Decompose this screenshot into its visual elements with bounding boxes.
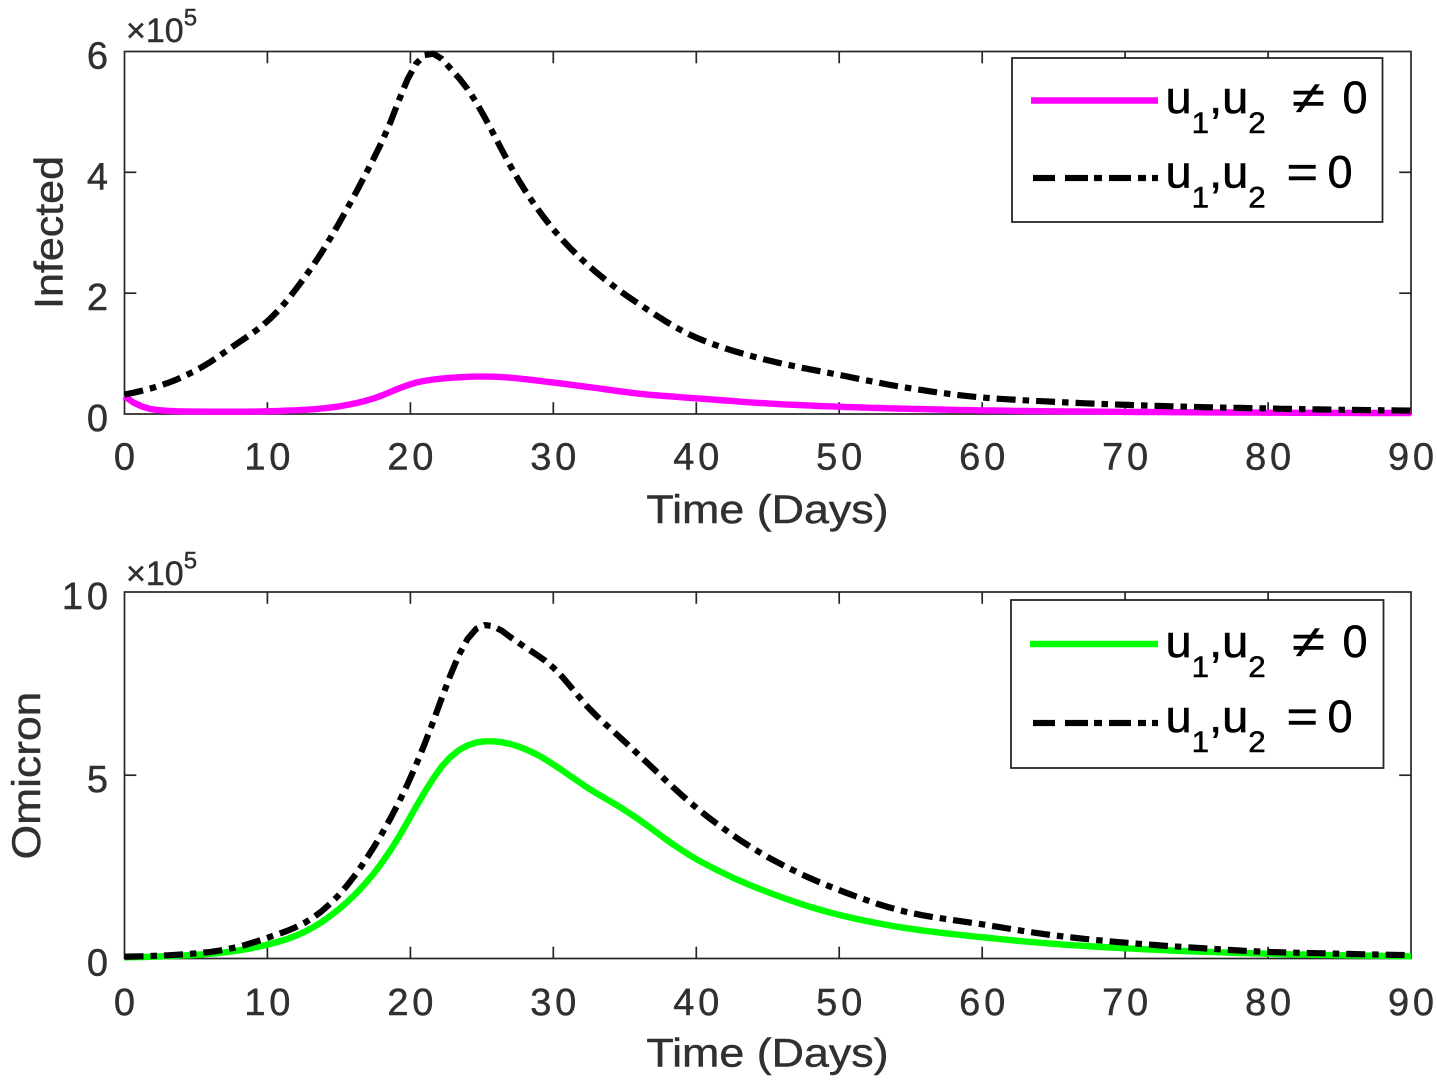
svg-text:20: 20 [387,982,437,1024]
svg-text:0: 0 [1343,72,1368,123]
svg-text:=: = [1287,691,1319,742]
svg-text:6: 6 [87,36,108,78]
svg-text:50: 50 [816,982,866,1024]
svg-text:40: 40 [673,437,723,479]
svg-text:0: 0 [1328,691,1353,742]
svg-text:0: 0 [87,943,108,985]
svg-text:≠: ≠ [1292,617,1325,667]
svg-text:Infected: Infected [26,156,71,309]
svg-text:30: 30 [530,437,580,479]
svg-text:×105: ×105 [126,548,197,594]
svg-text:10: 10 [244,437,294,479]
svg-text:0: 0 [1328,147,1353,198]
svg-text:Omicron: Omicron [4,692,48,860]
svg-text:=: = [1287,147,1319,198]
svg-text:10: 10 [244,982,294,1024]
svg-text:90: 90 [1388,982,1437,1024]
svg-text:70: 70 [1102,437,1152,479]
svg-text:30: 30 [530,982,580,1024]
svg-text:2: 2 [87,277,108,319]
svg-text:60: 60 [959,437,1009,479]
svg-text:20: 20 [387,437,437,479]
svg-text:60: 60 [959,982,1009,1024]
svg-text:70: 70 [1102,982,1152,1024]
svg-text:0: 0 [114,437,135,479]
svg-text:≠: ≠ [1292,73,1325,123]
svg-text:5: 5 [87,759,108,801]
svg-text:0: 0 [114,982,135,1024]
svg-text:4: 4 [87,156,108,198]
svg-text:Time (Days): Time (Days) [646,487,888,531]
svg-text:40: 40 [673,982,723,1024]
svg-text:50: 50 [816,437,866,479]
svg-text:80: 80 [1245,437,1295,479]
svg-text:0: 0 [1343,616,1368,667]
svg-text:Time (Days): Time (Days) [646,1031,888,1075]
svg-text:10: 10 [62,576,112,618]
svg-text:80: 80 [1245,982,1295,1024]
svg-text:90: 90 [1388,437,1437,479]
svg-text:0: 0 [87,398,108,440]
